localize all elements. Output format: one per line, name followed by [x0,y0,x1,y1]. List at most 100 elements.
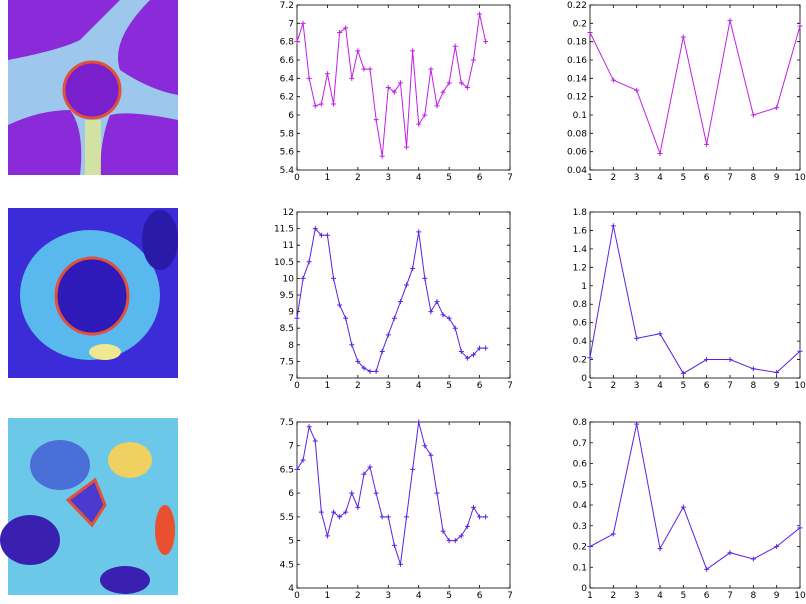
y-tick-label: 0.7 [573,439,587,449]
x-tick-label: 2 [610,591,616,601]
point-marker [797,348,803,354]
y-tick-label: 5 [288,537,294,547]
y-tick-label: 10.5 [274,258,294,268]
point-marker [440,89,446,95]
data-line [296,421,486,565]
point-marker [464,523,470,529]
point-marker [312,226,318,232]
point-marker [797,23,803,29]
point-marker [434,103,440,109]
point-marker [349,342,355,348]
point-marker [294,315,300,321]
x-tick-label: 7 [507,591,513,601]
point-marker [355,48,361,54]
cell-image-3 [0,418,178,595]
y-tick-label: 9.5 [280,291,294,301]
data-line [589,20,801,156]
x-tick-label: 5 [680,381,686,391]
point-marker [727,550,733,556]
y-tick-label: 0.2 [573,543,587,553]
y-tick-label: 11.5 [274,225,294,235]
x-tick-label: 1 [325,591,331,601]
point-marker [610,531,616,537]
point-marker [750,112,756,118]
y-tick-label: 7.5 [280,418,294,428]
y-tick-label: 9 [288,308,294,318]
point-marker [306,75,312,81]
x-tick-label: 3 [385,381,391,391]
x-tick-label: 10 [794,173,806,183]
point-marker [458,348,464,354]
point-marker [355,504,361,510]
x-tick-label: 3 [385,591,391,601]
point-marker [587,355,593,361]
x-tick-label: 8 [750,173,756,183]
x-tick-label: 7 [507,173,513,183]
plot-frame [296,211,511,379]
point-marker [477,514,483,520]
y-tick-label: 6 [288,489,294,499]
y-tick-label: 0.04 [567,166,587,176]
point-marker [373,368,379,374]
x-tick-label: 6 [704,591,710,601]
x-tick-label: 1 [587,173,593,183]
point-marker [324,232,330,238]
point-marker [657,546,663,552]
point-marker [337,302,343,308]
plot-frame [589,211,801,379]
x-tick-label: 6 [477,173,483,183]
y-tick-label: 8 [288,341,294,351]
y-tick-label: 7.5 [280,357,294,367]
point-marker [318,509,324,515]
x-tick-label: 2 [355,381,361,391]
y-tick-label: 1 [581,282,587,292]
y-tick-label: 0.14 [567,74,587,84]
x-tick-label: 2 [610,173,616,183]
plot-frame [589,421,801,589]
point-marker [367,66,373,72]
x-tick-label: 5 [446,173,452,183]
point-marker [294,466,300,472]
y-tick-label: 8.5 [280,324,294,334]
point-marker [331,101,337,107]
y-tick-label: 0.16 [567,56,587,66]
y-tick-label: 6.8 [280,38,295,48]
x-tick-label: 6 [477,381,483,391]
point-marker [428,309,434,315]
point-marker [373,117,379,123]
y-tick-label: 6.6 [280,56,295,66]
point-marker [324,533,330,539]
point-marker [331,509,337,515]
point-marker [373,490,379,496]
x-tick-label: 0 [294,173,300,183]
y-tick-label: 7.2 [280,1,294,11]
point-marker [416,121,422,127]
x-tick-label: 8 [750,381,756,391]
y-tick-label: 0.6 [573,319,588,329]
y-tick-label: 0.4 [573,501,588,511]
point-marker [470,504,476,510]
point-marker [750,556,756,562]
point-marker [300,275,306,281]
y-tick-label: 5.6 [280,148,295,158]
point-marker [774,369,780,375]
point-marker [458,533,464,539]
y-tick-label: 12 [283,208,294,218]
point-marker [410,48,416,54]
y-tick-label: 0.2 [573,356,587,366]
y-tick-label: 0.08 [567,129,587,139]
x-tick-label: 4 [657,173,663,183]
point-marker [422,443,428,449]
point-marker [397,299,403,305]
point-marker [464,355,470,361]
point-marker [458,80,464,86]
x-tick-label: 6 [704,173,710,183]
x-tick-label: 2 [355,591,361,601]
x-tick-label: 4 [657,381,663,391]
point-marker [446,315,452,321]
x-tick-label: 7 [727,173,733,183]
point-marker [361,365,367,371]
x-tick-label: 0 [294,591,300,601]
x-tick-label: 9 [774,381,780,391]
point-marker [391,89,397,95]
